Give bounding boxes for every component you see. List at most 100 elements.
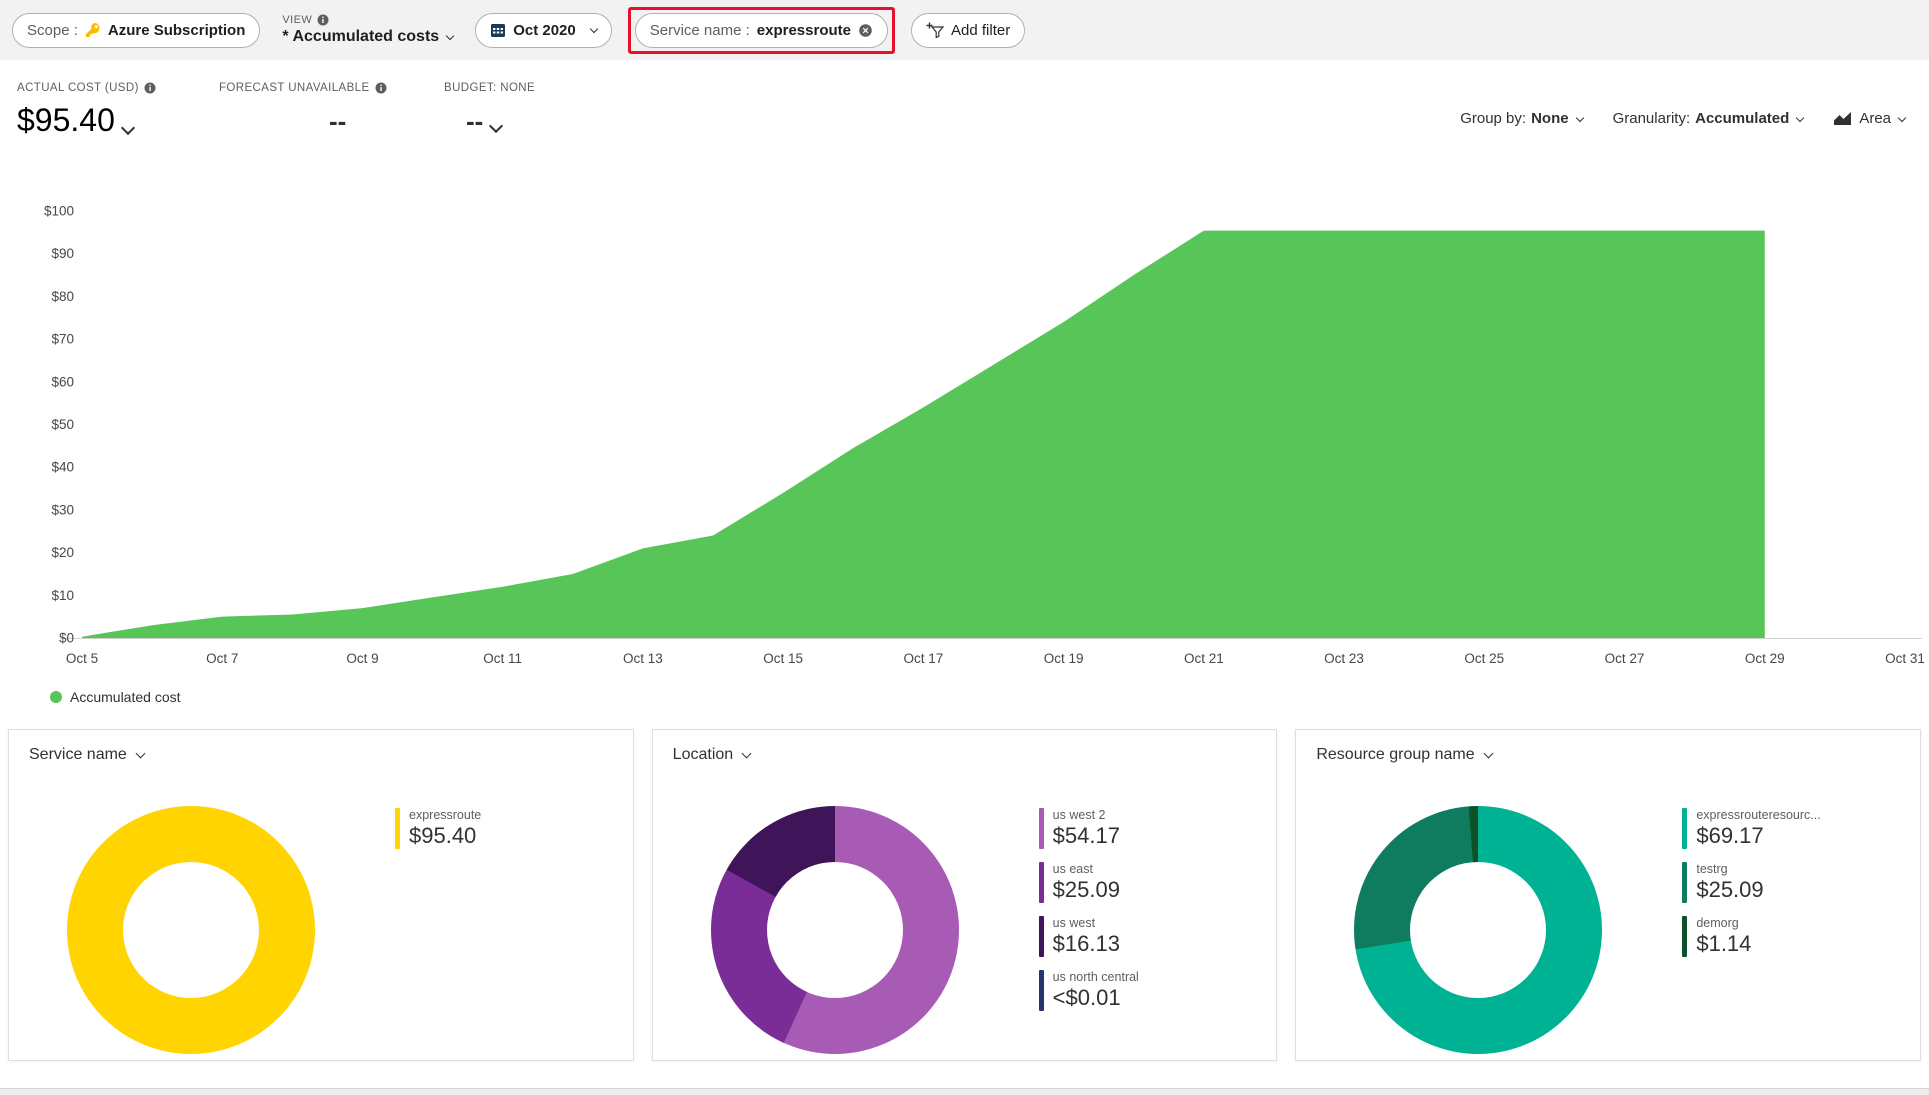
card-title: Service name — [29, 746, 127, 763]
chart-legend: Accumulated cost — [50, 689, 1929, 705]
service-name-filter-pill[interactable]: Service name : expressroute — [634, 12, 888, 48]
key-icon — [85, 22, 101, 38]
legend-value: $1.14 — [1696, 931, 1752, 956]
legend-label: us west 2 — [1052, 808, 1106, 822]
svg-text:Oct 27: Oct 27 — [1605, 651, 1645, 666]
scope-value: Azure Subscription — [107, 21, 246, 39]
area-chart-icon — [1833, 111, 1852, 126]
svg-text:Oct 7: Oct 7 — [206, 651, 238, 666]
chevron-down-icon — [1796, 113, 1805, 122]
budget-value[interactable]: -- — [466, 106, 535, 137]
legend-value: $25.09 — [1052, 877, 1120, 902]
legend-dot — [50, 691, 62, 703]
date-value: Oct 2020 — [513, 21, 576, 39]
card-title: Location — [672, 746, 734, 763]
chevron-down-icon — [445, 31, 455, 41]
resource-group-donut[interactable] — [1354, 806, 1603, 1054]
chevron-down-icon — [1483, 748, 1494, 759]
calendar-icon — [490, 22, 506, 38]
legend-value: $54.17 — [1052, 823, 1120, 848]
donut-legend-item[interactable]: us north central <$0.01 — [1038, 970, 1139, 1011]
chevron-down-icon — [135, 748, 146, 759]
add-filter-button[interactable]: Add filter — [911, 12, 1026, 48]
chart-type-control[interactable]: Area — [1833, 110, 1907, 127]
kpi-row: ACTUAL COST (USD) $95.40 FORECAST UNAVAI… — [0, 60, 1929, 188]
legend-color-bar — [1682, 916, 1688, 957]
svg-text:Oct 21: Oct 21 — [1184, 651, 1224, 666]
donut-legend-item[interactable]: us west 2 $54.17 — [1038, 808, 1139, 849]
svg-text:$30: $30 — [51, 502, 74, 517]
donut-legend-item[interactable]: demorg $1.14 — [1682, 916, 1820, 957]
filter-value: expressroute — [756, 21, 851, 39]
info-icon — [144, 82, 156, 94]
legend-label: us west — [1052, 916, 1096, 930]
legend-color-bar — [1038, 970, 1044, 1011]
scope-pill[interactable]: Scope : Azure Subscription — [12, 12, 261, 48]
donut-legend-item[interactable]: testrg $25.09 — [1682, 862, 1820, 903]
info-icon — [317, 14, 329, 26]
actual-cost-value[interactable]: $95.40 — [17, 102, 219, 139]
chevron-down-icon — [741, 748, 752, 759]
svg-text:$90: $90 — [51, 246, 74, 261]
granularity-label: Granularity: — [1612, 110, 1691, 127]
toolbar: Scope : Azure Subscription VIEW * Accumu… — [0, 0, 1929, 60]
chevron-down-icon — [120, 120, 135, 136]
location-card-header[interactable]: Location — [653, 730, 1277, 764]
actual-cost-label: ACTUAL COST (USD) — [17, 82, 139, 94]
view-selector[interactable]: VIEW * Accumulated costs — [282, 14, 455, 46]
forecast-label: FORECAST UNAVAILABLE — [219, 82, 370, 94]
remove-filter-icon[interactable] — [858, 23, 873, 38]
chevron-down-icon — [589, 24, 598, 34]
legend-label: Accumulated cost — [70, 689, 181, 705]
legend-color-bar — [1038, 808, 1044, 849]
service-name-donut[interactable] — [67, 806, 315, 1054]
svg-text:$0: $0 — [59, 631, 74, 646]
filter-label: Service name : — [649, 21, 750, 39]
legend-value: $16.13 — [1052, 931, 1120, 956]
donut-legend-item[interactable]: expressrouteresourc... $69.17 — [1682, 808, 1821, 849]
budget-label: BUDGET: NONE — [444, 82, 536, 94]
legend-value: $69.17 — [1696, 823, 1764, 848]
svg-text:Oct 5: Oct 5 — [66, 651, 98, 666]
donut-legend-item[interactable]: us east $25.09 — [1038, 862, 1139, 903]
svg-text:Oct 25: Oct 25 — [1464, 651, 1504, 666]
chevron-down-icon — [1897, 113, 1907, 122]
svg-text:Oct 15: Oct 15 — [763, 651, 803, 666]
svg-text:Oct 9: Oct 9 — [346, 651, 378, 666]
service-name-donut-legend: expressroute $95.40 — [395, 808, 481, 849]
svg-text:$10: $10 — [51, 588, 74, 603]
card-title: Resource group name — [1316, 746, 1475, 763]
granularity-control[interactable]: Granularity: Accumulated — [1612, 110, 1805, 127]
bottom-scroll-strip[interactable] — [0, 1088, 1929, 1095]
info-icon — [375, 82, 387, 94]
forecast-value: -- — [329, 106, 347, 136]
resource-group-card-header[interactable]: Resource group name — [1296, 730, 1920, 764]
legend-label: expressroute — [409, 808, 482, 822]
chart-controls: Group by: None Granularity: Accumulated … — [1460, 110, 1907, 127]
legend-value: $95.40 — [409, 823, 477, 848]
group-by-control[interactable]: Group by: None — [1460, 110, 1584, 127]
view-value: * Accumulated costs — [282, 28, 440, 45]
group-by-value: None — [1531, 110, 1569, 127]
location-donut[interactable] — [710, 806, 959, 1054]
resource-group-card: Resource group name expressrouteresourc.… — [1295, 729, 1922, 1061]
service-name-card-header[interactable]: Service name — [9, 730, 633, 764]
svg-text:$70: $70 — [51, 332, 74, 347]
donut-legend-item[interactable]: us west $16.13 — [1038, 916, 1139, 957]
svg-text:Oct 23: Oct 23 — [1324, 651, 1364, 666]
chevron-down-icon — [1575, 113, 1584, 122]
accumulated-cost-chart: $0 $10 $20 $30 $40 $50 $60 $70 $80 $90 $100 Oct 5 Oc… — [44, 204, 1925, 667]
svg-text:$60: $60 — [51, 374, 74, 389]
donut-legend-item[interactable]: expressroute $95.40 — [395, 808, 481, 849]
svg-text:$80: $80 — [51, 289, 74, 304]
svg-text:Oct 29: Oct 29 — [1745, 651, 1785, 666]
svg-text:$50: $50 — [51, 417, 74, 432]
svg-text:Oct 17: Oct 17 — [903, 651, 943, 666]
forecast-kpi: FORECAST UNAVAILABLE -- — [219, 82, 444, 137]
granularity-value: Accumulated — [1695, 110, 1790, 127]
chart-type-value: Area — [1859, 110, 1891, 127]
date-range-pill[interactable]: Oct 2020 — [475, 12, 612, 48]
legend-color-bar — [395, 808, 400, 849]
location-donut-legend: us west 2 $54.17 us east $25.09 us west $16.1… — [1038, 808, 1139, 1011]
